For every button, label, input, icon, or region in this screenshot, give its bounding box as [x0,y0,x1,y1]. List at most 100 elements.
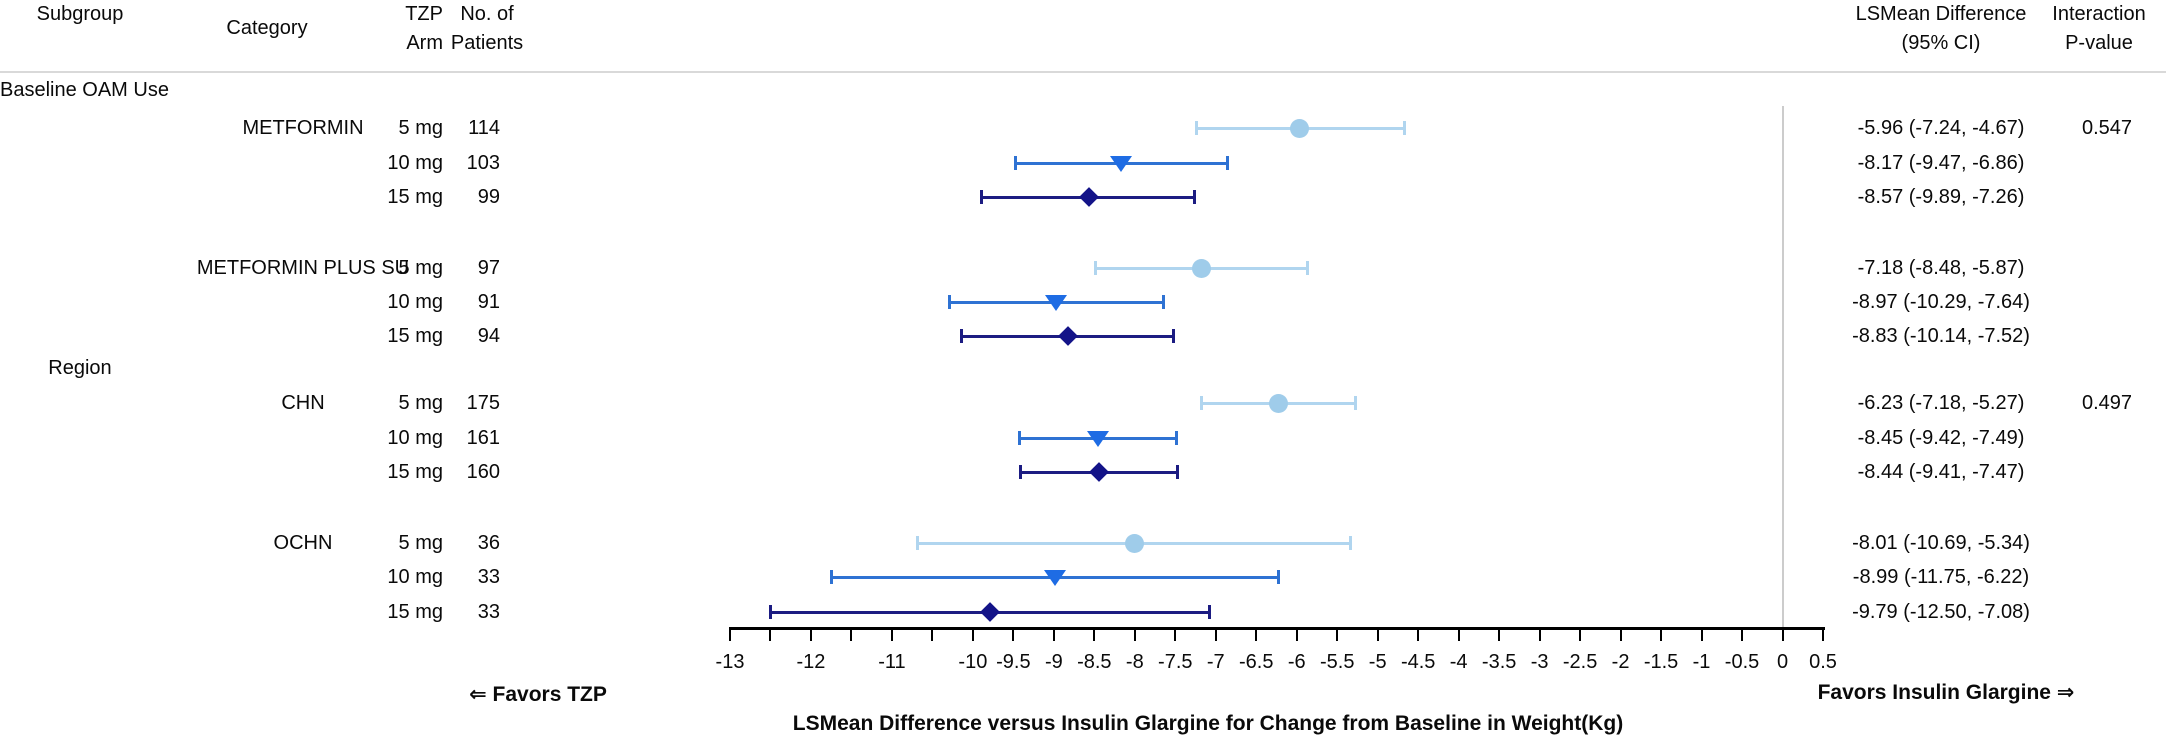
ci-cap-right [1277,570,1281,584]
ci-cap-left [1019,465,1023,479]
n-patients-value: 99 [477,186,500,208]
arm-label: 15 mg [387,325,443,347]
x-axis-tick-label: -1.5 [1643,651,1679,673]
subgroup-label: Region [48,357,112,379]
ci-text: -8.17 (-9.47, -6.86) [1857,152,2025,174]
x-axis-tick-label: -6.5 [1239,651,1274,673]
arm-label: 5 mg [398,117,443,139]
arm-label: 10 mg [387,152,443,174]
marker-5mg-circle [1124,533,1144,553]
n-patients-value: 161 [466,427,500,449]
x-axis-tick-label: -5 [1368,651,1387,673]
zero-reference-line [1781,106,1784,628]
ci-text: -8.01 (-10.69, -5.34) [1852,532,2030,554]
ci-cap-left [1014,156,1018,170]
ci-cap-left [768,605,772,619]
ci-cap-left [1018,431,1022,445]
ci-cap-left [1194,121,1198,135]
marker-5mg-circle [1268,393,1288,413]
x-axis-tick [1336,628,1339,641]
header-interaction: Interaction P-value [2052,3,2146,54]
x-axis-tick [971,628,974,641]
x-axis-tick [1133,628,1136,641]
ci-cap-right [1402,121,1406,135]
x-axis-title: LSMean Difference versus Insulin Glargin… [792,712,1624,735]
ci-cap-right [1225,156,1229,170]
x-axis-tick [1660,628,1663,641]
category-label: CHN [281,392,325,414]
x-axis-tick [1174,628,1177,641]
x-axis-tick [1822,628,1824,641]
arm-label: 10 mg [387,566,443,588]
ci-cap-left [980,190,984,204]
n-patients-value: 97 [477,257,500,279]
ci-cap-right [1172,329,1176,343]
x-axis-tick [1214,628,1217,641]
ci-cap-right [1176,465,1180,479]
x-axis-tick-label: -4.5 [1400,651,1436,673]
x-axis-tick-label: -3 [1530,651,1549,673]
header-subgroup: Subgroup [36,3,124,25]
arm-label: 15 mg [387,186,443,208]
ci-text: -8.45 (-9.42, -7.49) [1857,427,2025,449]
x-axis-tick [729,628,731,641]
header-tzp-arm: TZP Arm [405,3,443,54]
x-axis-tick-label: -10 [958,651,988,673]
header-lsmean: LSMean Difference (95% CI) [1855,3,2027,54]
arm-label: 5 mg [398,392,443,414]
x-axis-tick [1579,628,1582,641]
ci-text: -7.18 (-8.48, -5.87) [1857,257,2025,279]
arm-label: 5 mg [398,257,443,279]
x-axis-tick [1741,628,1744,641]
x-axis-tick [1376,628,1379,641]
ci-text: -8.99 (-11.75, -6.22) [1852,566,2030,588]
x-axis-tick-label: -2.5 [1562,651,1598,673]
x-axis-tick [1052,628,1055,641]
x-axis-tick-label: -9.5 [996,651,1031,673]
x-axis-tick-label: -2 [1611,651,1630,673]
marker-15mg-diamond [979,602,1000,622]
x-axis-tick [1700,628,1703,641]
n-patients-value: 175 [466,392,500,414]
x-axis-tick-label: -3.5 [1481,651,1517,673]
x-axis-tick-label: -5.5 [1319,651,1355,673]
x-axis-tick-label: -7 [1206,651,1225,673]
ci-text: -5.96 (-7.24, -4.67) [1857,117,2025,139]
arm-label: 10 mg [387,427,443,449]
marker-15mg-diamond [1089,462,1110,482]
ci-cap-right [1348,536,1352,550]
ci-cap-left [947,295,951,309]
ci-cap-right [1174,431,1178,445]
arm-label: 15 mg [387,601,443,623]
ci-text: -9.79 (-12.50, -7.08) [1852,601,2030,623]
category-label: METFORMIN PLUS SU [196,257,410,279]
x-axis-tick-label: -4 [1449,651,1468,673]
marker-10mg-triangle-down [1045,295,1068,311]
x-axis-tick-label: -8.5 [1077,651,1112,673]
arm-label: 15 mg [387,461,443,483]
x-axis-tick-label: -13 [715,651,745,673]
interaction-p-value: 0.547 [2081,117,2133,139]
n-patients-value: 33 [477,566,500,588]
marker-15mg-diamond [1078,187,1099,207]
x-axis-tick [890,628,893,641]
x-axis-tick [1295,628,1298,641]
x-axis-tick [809,628,812,641]
ci-text: -8.44 (-9.41, -7.47) [1857,461,2025,483]
ci-cap-right [1193,190,1197,204]
n-patients-value: 103 [466,152,500,174]
n-patients-value: 114 [468,117,500,139]
marker-10mg-triangle-down [1110,156,1133,172]
arm-label: 5 mg [398,532,443,554]
ci-cap-left [829,570,833,584]
x-axis-tick [1093,628,1096,641]
marker-10mg-triangle-down [1043,570,1066,586]
x-axis-tick-label: -11 [878,651,906,673]
marker-15mg-diamond [1057,326,1078,346]
favors-tzp-label: ⇐ Favors TZP [469,683,607,706]
ci-text: -6.23 (-7.18, -5.27) [1857,392,2025,414]
interaction-p-value: 0.497 [2081,392,2133,414]
x-axis-tick [1457,628,1460,641]
